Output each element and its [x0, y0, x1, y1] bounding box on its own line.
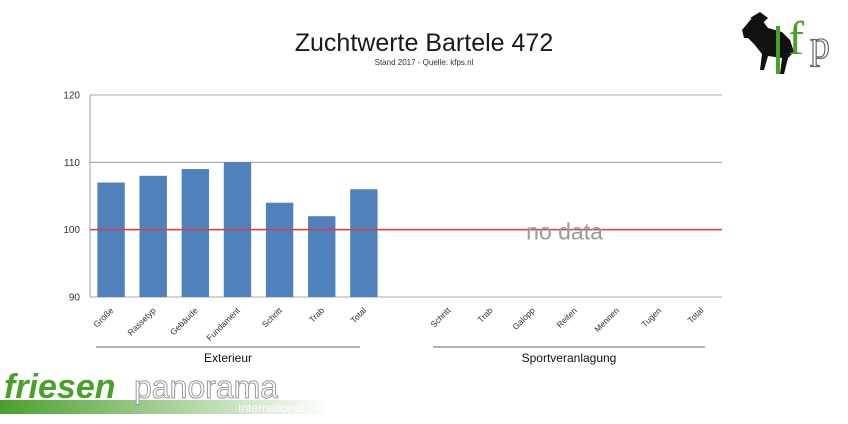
x-tick-label: Total [686, 305, 706, 325]
y-tick-label: 110 [64, 158, 80, 169]
x-tick-label: Galopp [510, 305, 537, 332]
chart-subtitle: Stand 2017 - Quelle: kfps.nl [374, 58, 474, 67]
bar-rassetyp [139, 175, 167, 297]
x-tick-label: Trab [475, 305, 494, 324]
group-label: Exterieur [204, 351, 252, 365]
y-tick-label: 100 [63, 225, 80, 236]
bar-schritt [265, 202, 294, 297]
x-tick-label: Schritt [260, 305, 285, 330]
x-tick-label: Trab [307, 305, 326, 324]
x-tick-label: Rassetyp [125, 305, 157, 337]
x-tick-label: Gebäude [168, 305, 200, 337]
x-tick-label: Mennen [592, 305, 621, 334]
friesenpanorama-logo: friesen panorama International [0, 368, 330, 415]
x-tick-label: Größe [91, 305, 115, 329]
x-tick-label: Reiten [554, 305, 579, 330]
y-tick-label: 120 [63, 91, 80, 102]
logo-panorama-text: panorama [134, 369, 278, 405]
x-tick-label: Tugen [639, 305, 663, 329]
logo-letter-f: f [788, 12, 804, 65]
x-tick-label: Fundament [204, 305, 242, 343]
x-tick-label: Total [349, 305, 369, 325]
logo-friesen-text: friesen [4, 368, 116, 406]
logo-letter-p: p [810, 22, 830, 67]
bar-größe [97, 182, 125, 297]
bar-gebäude [181, 169, 210, 297]
horse-silhouette-icon [742, 18, 794, 74]
y-tick-label: 90 [69, 293, 81, 304]
bar-total [350, 189, 378, 297]
x-tick-label: Schritt [428, 305, 453, 330]
chart-title: Zuchtwerte Bartele 472 [294, 29, 554, 57]
no-data-label: no data [526, 219, 603, 245]
bar-trab [308, 216, 336, 297]
group-label: Sportveranlagung [522, 351, 617, 365]
fkp-horse-logo: f p [742, 12, 831, 74]
logo-international-text: International [238, 401, 304, 415]
